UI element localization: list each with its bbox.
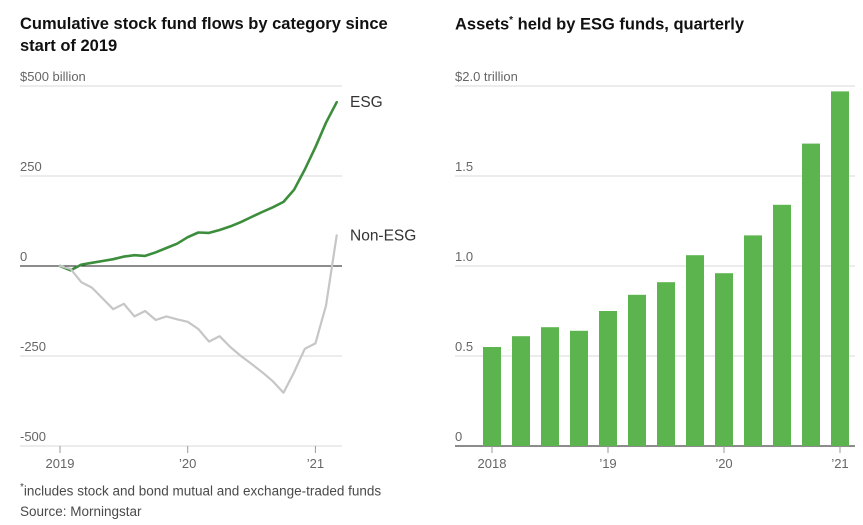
- y-tick-label: -500: [20, 429, 46, 444]
- source-line: Source: Morningstar: [20, 503, 142, 519]
- x-tick-label: ’21: [831, 456, 848, 471]
- footnote-text: includes stock and bond mutual and excha…: [23, 483, 382, 499]
- esg-assets-chart-title: Assets* held by ESG funds, quarterly: [455, 14, 855, 62]
- y-tick-label: 250: [20, 159, 42, 174]
- y-tick-label: -250: [20, 339, 46, 354]
- y-tick-label: 0: [20, 249, 27, 264]
- charts-row: Cumulative stock fund flows by category …: [20, 14, 855, 472]
- bar-2018-q1: [483, 347, 501, 446]
- bar-2018-q4: [570, 330, 588, 446]
- title-prefix: Assets: [455, 15, 510, 34]
- x-tick-label: ’20: [179, 456, 196, 471]
- esg-assets-chart: Assets* held by ESG funds, quarterly $2.…: [455, 14, 855, 472]
- bar-2019-q1: [599, 311, 617, 446]
- fund-flows-chart: Cumulative stock fund flows by category …: [20, 14, 428, 472]
- x-tick-label: 2019: [46, 456, 75, 471]
- x-tick-label: ’19: [599, 456, 616, 471]
- title-rest: held by ESG funds, quarterly: [513, 15, 745, 34]
- x-tick-label: 2018: [478, 456, 507, 471]
- y-tick-label: 0: [455, 429, 462, 444]
- fund-flows-chart-title: Cumulative stock fund flows by category …: [20, 15, 388, 55]
- series-label-non-esg: Non-ESG: [350, 227, 416, 244]
- y-tick-label: 1.5: [455, 159, 473, 174]
- bar-2018-q3: [541, 327, 559, 446]
- esg-assets-plot: $2.0 trillion 1.5 1.0 0.5 0 2018 ’19 ’20 ’21: [455, 69, 855, 471]
- y-tick-label: $500 billion: [20, 69, 86, 84]
- bar-2019-q3: [657, 282, 675, 446]
- bar-2020-q3: [773, 204, 791, 446]
- y-tick-label: $2.0 trillion: [455, 69, 518, 84]
- y-tick-label: 0.5: [455, 339, 473, 354]
- footnote-asterisk: *: [509, 15, 514, 26]
- series-line-esg: [58, 100, 339, 272]
- x-tick-label: ’21: [307, 456, 324, 471]
- bar-2020-q2: [744, 235, 762, 446]
- series-line-non-esg: [58, 234, 338, 394]
- bar-2020-q4: [802, 143, 820, 446]
- y-tick-label: 1.0: [455, 249, 473, 264]
- footnote-asterisk: *: [20, 482, 24, 493]
- x-tick-label: ’20: [715, 456, 732, 471]
- bar-2018-q2: [512, 336, 530, 446]
- series-label-esg: ESG: [350, 94, 383, 111]
- bar-2019-q4: [686, 255, 704, 446]
- bar-2021-q1: [831, 91, 849, 447]
- bar-2020-q1: [715, 273, 733, 446]
- bar-2019-q2: [628, 294, 646, 446]
- footnote: *includes stock and bond mutual and exch…: [0, 472, 863, 502]
